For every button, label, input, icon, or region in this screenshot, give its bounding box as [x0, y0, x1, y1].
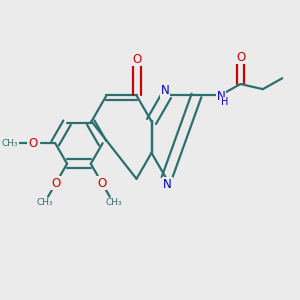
Text: CH₃: CH₃ — [105, 198, 122, 207]
Text: H: H — [221, 97, 228, 107]
Text: O: O — [132, 53, 141, 66]
Text: O: O — [28, 137, 38, 150]
Text: CH₃: CH₃ — [2, 139, 18, 148]
Text: O: O — [97, 176, 106, 190]
Text: N: N — [161, 84, 170, 97]
Text: CH₃: CH₃ — [36, 198, 53, 207]
Text: N: N — [163, 178, 172, 191]
Text: O: O — [236, 51, 245, 64]
Text: O: O — [51, 176, 61, 190]
Text: N: N — [217, 90, 226, 104]
